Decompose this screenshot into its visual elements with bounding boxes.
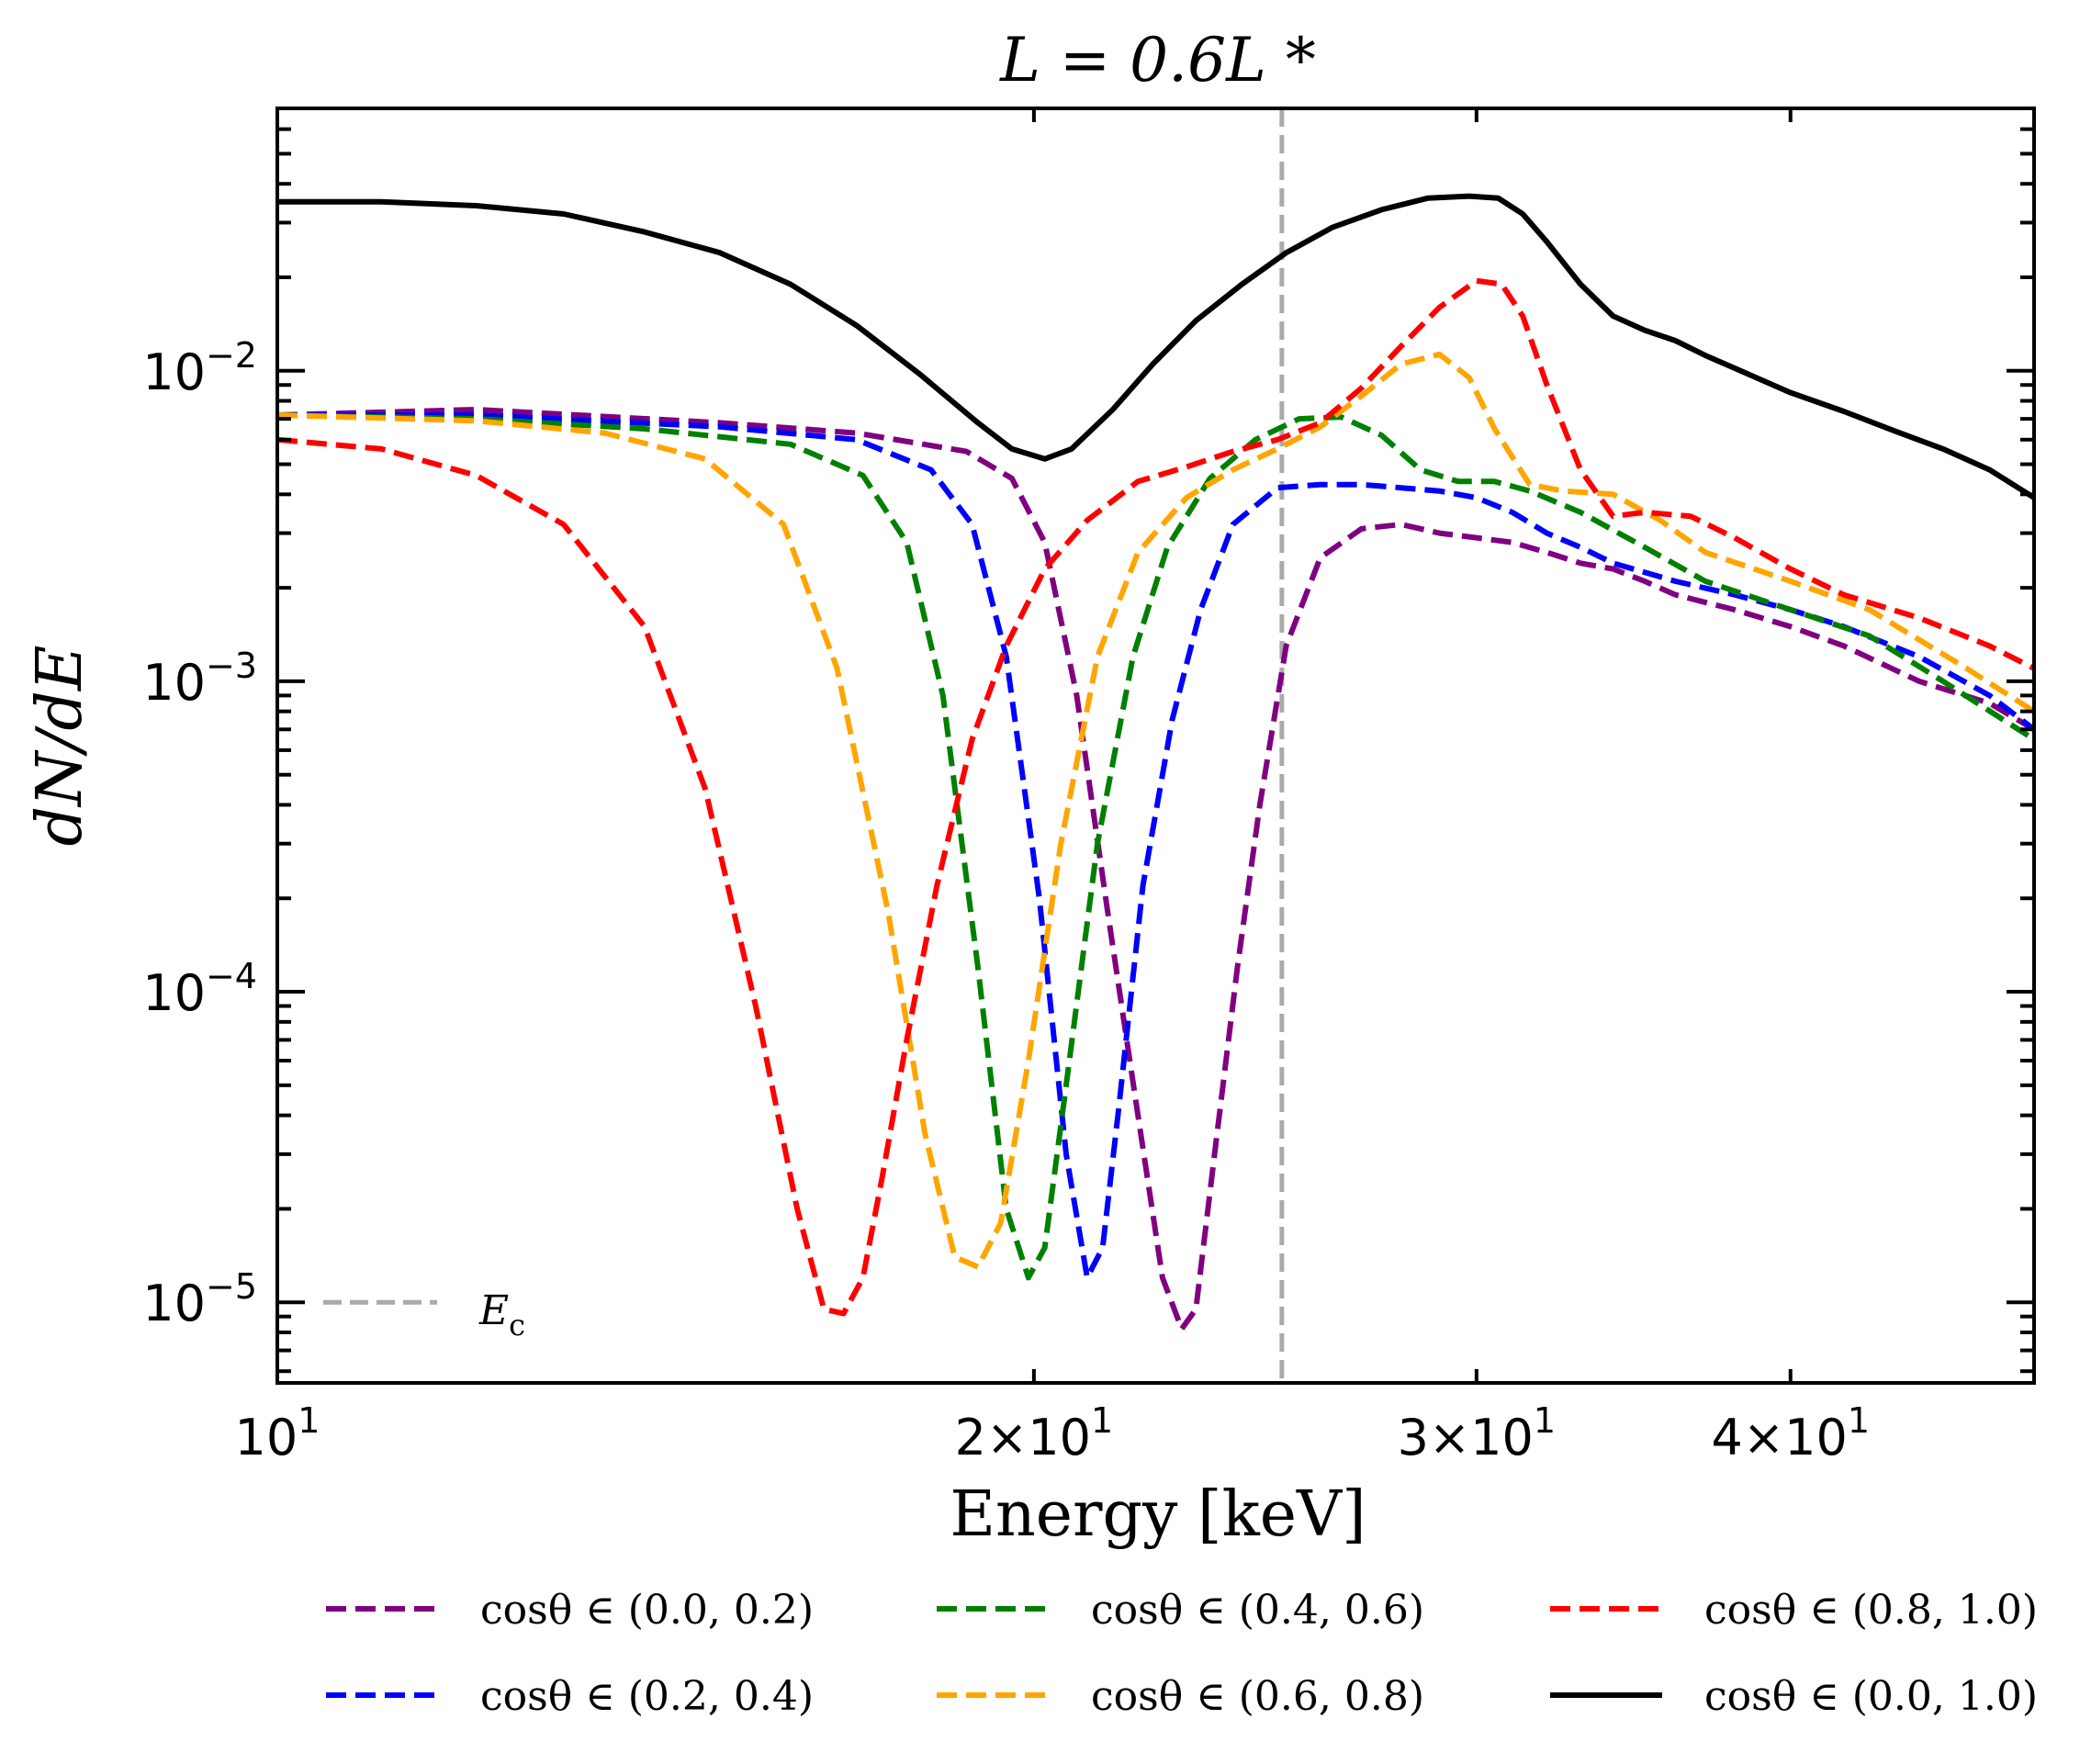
axis-ticks bbox=[275, 107, 2036, 1383]
y-tick-label: 10−5 bbox=[142, 1266, 257, 1332]
x-tick-label: 2×101 bbox=[955, 1400, 1114, 1466]
legend: cosθ ∈ (0.0, 0.2) cosθ ∈ (0.2, 0.4) cosθ ∈… bbox=[326, 1587, 2038, 1720]
series-line-3 bbox=[277, 412, 2034, 1281]
chart-title: L = 0.6L * bbox=[999, 25, 1316, 96]
legend-label-2: cosθ ∈ (0.2, 0.4) bbox=[480, 1673, 814, 1720]
legend-label-3: cosθ ∈ (0.4, 0.6) bbox=[1091, 1587, 1424, 1634]
y-tick-label: 10−4 bbox=[142, 956, 257, 1022]
y-tick-label: 10−2 bbox=[142, 335, 257, 401]
y-tick-label: 10−3 bbox=[142, 646, 257, 712]
y-axis-label: dN/dE bbox=[24, 645, 96, 846]
series-line-1 bbox=[277, 407, 2034, 1332]
tick-labels: 10−2 10−3 10−4 10−5 101 2×101 3×101 4×101 bbox=[142, 335, 1870, 1466]
legend-label-5: cosθ ∈ (0.8, 1.0) bbox=[1704, 1587, 2038, 1634]
series-line-4 bbox=[277, 351, 2034, 1270]
vline-legend-label: Ec bbox=[478, 1287, 525, 1343]
legend-label-1: cosθ ∈ (0.0, 0.2) bbox=[480, 1587, 814, 1634]
series-line-6 bbox=[277, 193, 2034, 500]
x-tick-label: 3×101 bbox=[1398, 1400, 1557, 1466]
legend-label-6: cosθ ∈ (0.0, 1.0) bbox=[1704, 1673, 2038, 1720]
series-line-2 bbox=[277, 412, 2034, 1281]
vline-legend: Ec bbox=[323, 1287, 525, 1343]
x-tick-label: 4×101 bbox=[1712, 1400, 1871, 1466]
plot-frame bbox=[275, 107, 2036, 1385]
plot-marks bbox=[277, 108, 2034, 1383]
x-axis-label: Energy [keV] bbox=[950, 1478, 1366, 1551]
x-tick-label: 101 bbox=[235, 1400, 320, 1466]
legend-label-4: cosθ ∈ (0.6, 0.8) bbox=[1091, 1673, 1424, 1720]
series-line-5 bbox=[277, 277, 2034, 1317]
